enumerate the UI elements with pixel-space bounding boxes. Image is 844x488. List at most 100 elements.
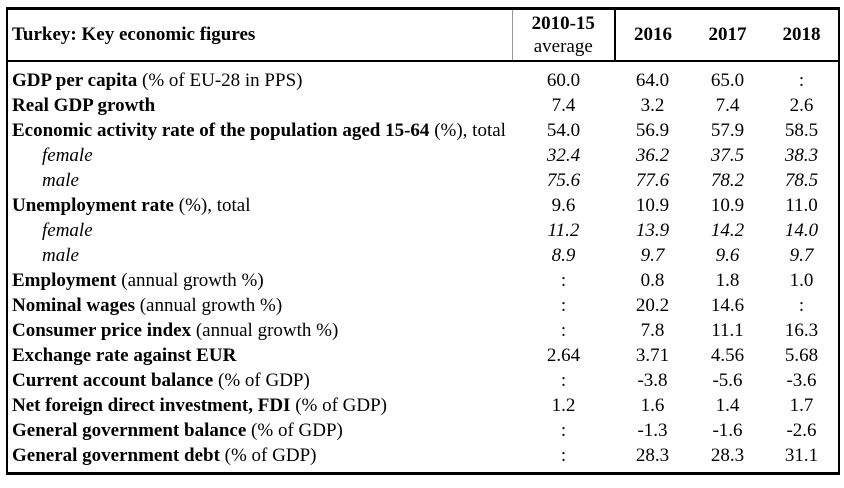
- table-row: Real GDP growth 7.4 3.2 7.4 2.6: [7, 93, 839, 118]
- row-label-note: (annual growth %): [191, 320, 339, 341]
- cell-value-2016: 56.9: [635, 120, 670, 141]
- row-label-note: (annual growth %): [116, 270, 264, 291]
- row-label-note: (% of GDP): [246, 420, 343, 441]
- col-header-2016: 2016: [615, 8, 690, 62]
- row-label-main: General government debt: [12, 445, 220, 466]
- cell-value-2016: 13.9: [635, 220, 670, 241]
- row-label: Exchange rate against EUR: [7, 343, 512, 368]
- cell-value-2018: 9.7: [789, 245, 814, 266]
- table-row: Unemployment rate (%), total 9.6 10.9 10…: [7, 193, 839, 218]
- row-label: Current account balance (% of GDP): [7, 368, 512, 393]
- table-row: male 8.9 9.7 9.6 9.7: [7, 243, 839, 268]
- table-title: Turkey: Key economic figures: [7, 8, 512, 62]
- cell-value-average: 8.9: [551, 245, 576, 266]
- cell-value-2017: 28.3: [710, 445, 745, 466]
- cell-value-2016: 1.6: [640, 395, 665, 416]
- cell-value-2016: 77.6: [635, 170, 670, 191]
- row-label: female: [7, 218, 512, 243]
- cell-value-average: 7.4: [551, 95, 576, 116]
- cell-value-average: 60.0: [546, 70, 581, 91]
- table-row: Employment (annual growth %) : 0.8 1.8 1…: [7, 268, 839, 293]
- document-page: Turkey: Key economic figures 2010-15 ave…: [6, 7, 840, 475]
- table-row: General government balance (% of GDP) : …: [7, 418, 839, 443]
- row-label: GDP per capita (% of EU-28 in PPS): [7, 61, 512, 93]
- cell-value-2018: 1.7: [789, 395, 814, 416]
- cell-value-2018: 31.1: [784, 445, 819, 466]
- row-label-note: male: [42, 245, 79, 266]
- cell-value-2018: 78.5: [784, 170, 819, 191]
- cell-value-2016: -3.8: [637, 370, 668, 391]
- table-row: Economic activity rate of the population…: [7, 118, 839, 143]
- cell-value-average: 32.4: [546, 145, 581, 166]
- table-row: female 32.4 36.2 37.5 38.3: [7, 143, 839, 168]
- cell-value-2016: -1.3: [637, 420, 668, 441]
- cell-value-2016: 3.71: [635, 345, 670, 366]
- row-label-note: (% of GDP): [219, 445, 317, 466]
- cell-value-2018: :: [798, 70, 805, 91]
- cell-value-2017: 57.9: [710, 120, 745, 141]
- row-label-main: Exchange rate against EUR: [12, 345, 237, 366]
- table-row: Current account balance (% of GDP) : -3.…: [7, 368, 839, 393]
- cell-value-2018: 14.0: [784, 220, 819, 241]
- row-label: Employment (annual growth %): [7, 268, 512, 293]
- cell-value-2016: 20.2: [635, 295, 670, 316]
- cell-value-average: :: [560, 370, 567, 391]
- table-row: male 75.6 77.6 78.2 78.5: [7, 168, 839, 193]
- cell-value-2017: -5.6: [712, 370, 743, 391]
- cell-value-2016: 36.2: [635, 145, 670, 166]
- cell-value-average: :: [560, 295, 567, 316]
- cell-value-average: 75.6: [546, 170, 581, 191]
- col-header-average-line1: 2010-15: [531, 13, 595, 34]
- cell-value-2018: 5.68: [784, 345, 819, 366]
- cell-value-2017: 78.2: [710, 170, 745, 191]
- cell-value-average: 2.64: [546, 345, 581, 366]
- cell-value-average: :: [560, 445, 567, 466]
- cell-value-average: 11.2: [547, 220, 580, 241]
- row-label-note: female: [42, 145, 93, 166]
- col-header-average-line2: average: [533, 36, 593, 57]
- cell-value-2017: 1.4: [715, 395, 740, 416]
- row-label: Nominal wages (annual growth %): [7, 293, 512, 318]
- cell-value-2017: 65.0: [710, 70, 745, 91]
- row-label-main: Real GDP growth: [12, 95, 156, 116]
- row-label: Economic activity rate of the population…: [7, 118, 512, 143]
- col-header-average: 2010-15 average: [511, 8, 616, 62]
- row-label-main: Economic activity rate of the population…: [12, 120, 430, 141]
- cell-value-2017: 10.9: [710, 195, 745, 216]
- table-row: Nominal wages (annual growth %) : 20.2 1…: [7, 293, 839, 318]
- table-body: GDP per capita (% of EU-28 in PPS) 60.0 …: [7, 61, 839, 474]
- row-label-main: Net foreign direct investment, FDI: [12, 395, 291, 416]
- row-label-main: Unemployment rate: [12, 195, 174, 216]
- row-label: male: [7, 168, 512, 193]
- header-row: Turkey: Key economic figures 2010-15 ave…: [7, 8, 839, 62]
- table-row: General government debt (% of GDP) : 28.…: [7, 443, 839, 474]
- row-label: Consumer price index (annual growth %): [7, 318, 512, 343]
- row-label: male: [7, 243, 512, 268]
- cell-value-average: :: [560, 270, 567, 291]
- cell-value-2017: 7.4: [715, 95, 740, 116]
- row-label-main: General government balance: [12, 420, 247, 441]
- cell-value-2018: -2.6: [786, 420, 817, 441]
- row-label-main: Consumer price index: [12, 320, 192, 341]
- row-label-main: Current account balance: [12, 370, 214, 391]
- cell-value-2016: 9.7: [640, 245, 665, 266]
- row-label-main: Nominal wages: [12, 295, 135, 316]
- economic-figures-table: Turkey: Key economic figures 2010-15 ave…: [6, 7, 840, 475]
- row-label: female: [7, 143, 512, 168]
- row-label-note: female: [42, 220, 93, 241]
- row-label-note: (% of EU-28 in PPS): [137, 70, 303, 91]
- cell-value-2016: 7.8: [640, 320, 665, 341]
- col-header-2018: 2018: [765, 8, 839, 62]
- cell-value-average: 1.2: [551, 395, 576, 416]
- cell-value-2017: 14.2: [710, 220, 745, 241]
- table-row: Consumer price index (annual growth %) :…: [7, 318, 839, 343]
- row-label-main: Employment: [12, 270, 117, 291]
- row-label-main: GDP per capita: [12, 70, 138, 91]
- cell-value-2018: 38.3: [784, 145, 819, 166]
- cell-value-average: 54.0: [546, 120, 581, 141]
- cell-value-2016: 64.0: [635, 70, 670, 91]
- row-label-note: (% of GDP): [213, 370, 310, 391]
- row-label: Unemployment rate (%), total: [7, 193, 512, 218]
- cell-value-2017: 4.56: [710, 345, 745, 366]
- row-label-note: (%), total: [174, 195, 251, 216]
